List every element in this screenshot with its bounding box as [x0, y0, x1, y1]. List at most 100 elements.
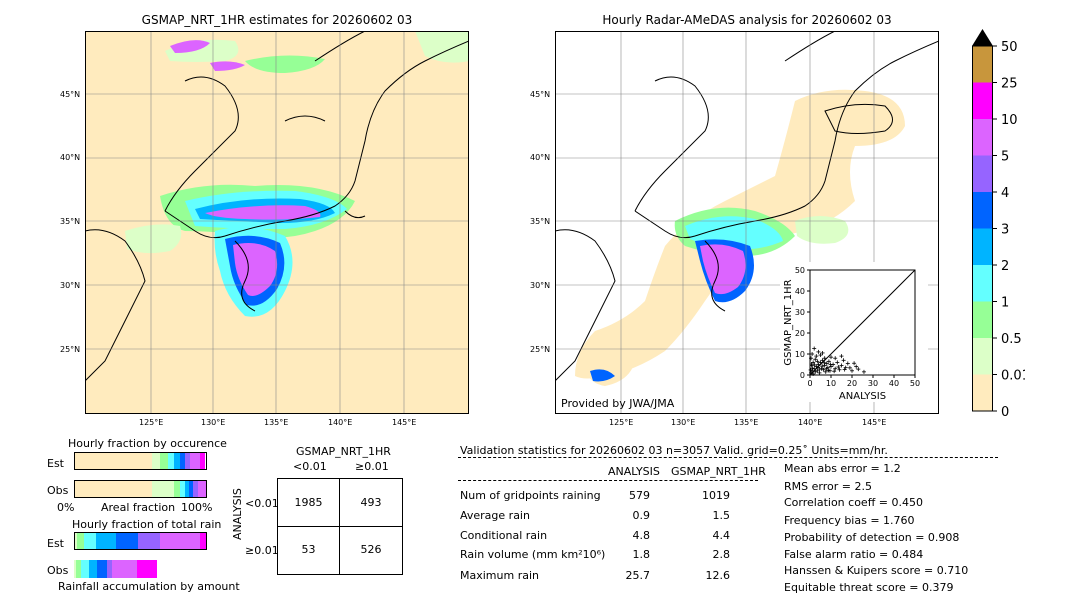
scatter-point: [822, 356, 827, 361]
scatter-point: [824, 361, 829, 366]
right-map-title: Hourly Radar-AMeDAS analysis for 2026060…: [602, 13, 892, 27]
colorbar-tick-label: 50: [1001, 40, 1018, 55]
colorbar-segment: [972, 228, 993, 265]
left-map: [84, 30, 470, 414]
scatter-point: [820, 364, 825, 369]
contingency-row-axis: ANALYSIS: [231, 488, 244, 540]
scatter-point: [826, 368, 831, 373]
fraction-total-footer: Rainfall accumulation by amount: [58, 580, 240, 593]
scatter-inset: 0 10 20 30 40 50 0 10 20 30 40 50 ANALYSIS GSMAP_NRT_…: [780, 262, 928, 402]
validation-separator: [458, 457, 998, 458]
stat-gsmap-1: 1.5: [712, 509, 731, 522]
left-lat-35: 35°N: [60, 217, 81, 226]
scatter-point: [837, 367, 842, 372]
scatter-point: [810, 352, 815, 356]
scatter-x-tick-label: 30: [868, 379, 878, 388]
stat-label-1: Average rain: [460, 509, 530, 522]
contingency-table: 1985 493 53 526: [277, 478, 403, 575]
scatter-y-tick-label: 20: [795, 329, 805, 338]
left-lat-40: 40°N: [60, 153, 81, 162]
validation-col-separator: [458, 480, 758, 481]
left-map-coastlines: [84, 30, 470, 382]
colorbar-segment: [972, 155, 993, 192]
stat-analysis-4: 25.7: [625, 569, 651, 582]
stat-analysis-3: 1.8: [632, 548, 651, 561]
contingency-col-lt: <0.01: [293, 460, 327, 473]
colorbar-tick-label: 10: [1001, 113, 1018, 128]
stat-analysis-2: 4.8: [632, 529, 651, 542]
scatter-point: [841, 358, 846, 363]
left-map-grid: [85, 31, 469, 414]
fraction-total-row-est: Est: [47, 537, 64, 550]
scatter-point: [842, 367, 847, 372]
validation-header: Validation statistics for 20260602 03 n=…: [460, 444, 888, 457]
scatter-x-tick-label: 20: [847, 379, 857, 388]
scatter-point: [816, 349, 821, 354]
scatter-y-tick-label: 40: [795, 287, 805, 296]
scatter-point: [817, 367, 822, 372]
scatter-y-tick-label: 50: [795, 266, 805, 275]
fraction-occurrence-row-est: Est: [47, 457, 64, 470]
scatter-point: [817, 370, 822, 375]
colorbar-tick-label: 5: [1001, 150, 1009, 165]
fraction-total-row-obs: Obs: [47, 564, 69, 577]
contingency-cell-00: 1985: [294, 496, 323, 509]
right-lon-135: 135°E: [734, 418, 759, 427]
scatter-y-tick-label: 0: [800, 371, 805, 380]
colorbar-tick-label: 0: [1001, 405, 1009, 418]
scatter-point: [836, 365, 841, 370]
colorbar-tick-label: 25: [1001, 77, 1018, 92]
scatter-plot: 0 10 20 30 40 50 0 10 20 30 40 50 ANALYSIS GSMAP_NRT_…: [783, 266, 920, 402]
left-lat-45: 45°N: [60, 90, 81, 99]
colorbar-tick-label: 0.01: [1001, 369, 1025, 384]
contingency-cell-01: 493: [360, 496, 382, 509]
right-lat-45: 45°N: [530, 90, 551, 99]
fraction-total-chart: [74, 532, 209, 578]
stat-label-0: Num of gridpoints raining: [460, 489, 601, 502]
scatter-point: [856, 367, 861, 372]
stat-analysis-1: 0.9: [632, 509, 651, 522]
score-4: Probability of detection = 0.908: [784, 531, 960, 544]
colorbar-tick-label: 4: [1001, 186, 1009, 201]
colorbar-tick-label: 3: [1001, 223, 1009, 238]
scatter-point: [813, 369, 818, 374]
fraction-occurrence-row-obs: Obs: [47, 484, 69, 497]
colorbar: 50 25 10 5 4 3 2 1 0.5 0.01 0: [965, 28, 1030, 420]
scatter-y-tick-label: 10: [795, 350, 805, 359]
colorbar-tick-label: 1: [1001, 296, 1009, 311]
right-lon-140: 140°E: [798, 418, 823, 427]
scatter-y-tick-label: 30: [795, 308, 805, 317]
score-0: Mean abs error = 1.2: [784, 462, 901, 475]
scatter-point: [829, 364, 833, 369]
scatter-x-tick-label: 0: [807, 379, 812, 388]
score-6: Hanssen & Kuipers score = 0.710: [784, 564, 969, 577]
fraction-total-title: Hourly fraction of total rain: [72, 518, 222, 531]
validation-col-analysis: ANALYSIS: [608, 465, 660, 478]
stat-label-2: Conditional rain: [460, 529, 548, 542]
score-7: Equitable threat score = 0.379: [784, 581, 954, 594]
scatter-point: [822, 360, 827, 365]
scatter-point: [809, 370, 814, 375]
colorbar-segment: [972, 374, 993, 411]
right-lat-35: 35°N: [530, 217, 551, 226]
fraction-occurrence-bars: [74, 452, 207, 498]
colorbar-segment: [972, 46, 993, 83]
scatter-point: [814, 354, 819, 359]
scatter-point: [829, 355, 833, 360]
stat-label-4: Maximum rain: [460, 569, 539, 582]
scatter-point: [828, 362, 833, 367]
left-map-title: GSMAP_NRT_1HR estimates for 20260602 03: [141, 13, 413, 27]
scatter-point: [815, 359, 820, 364]
scatter-point: [847, 365, 852, 370]
stat-gsmap-0: 1019: [702, 489, 730, 502]
contingency-col-ge: ≥0.01: [355, 460, 389, 473]
scatter-point: [824, 366, 829, 371]
scatter-point: [852, 361, 857, 366]
colorbar-segment: [972, 119, 993, 156]
contingency-row-lt: <0.01: [245, 497, 279, 510]
colorbar-segment: [972, 301, 993, 338]
scatter-point: [823, 369, 828, 374]
stat-gsmap-4: 12.6: [705, 569, 731, 582]
scatter-point: [808, 367, 813, 372]
scatter-point: [813, 357, 818, 362]
